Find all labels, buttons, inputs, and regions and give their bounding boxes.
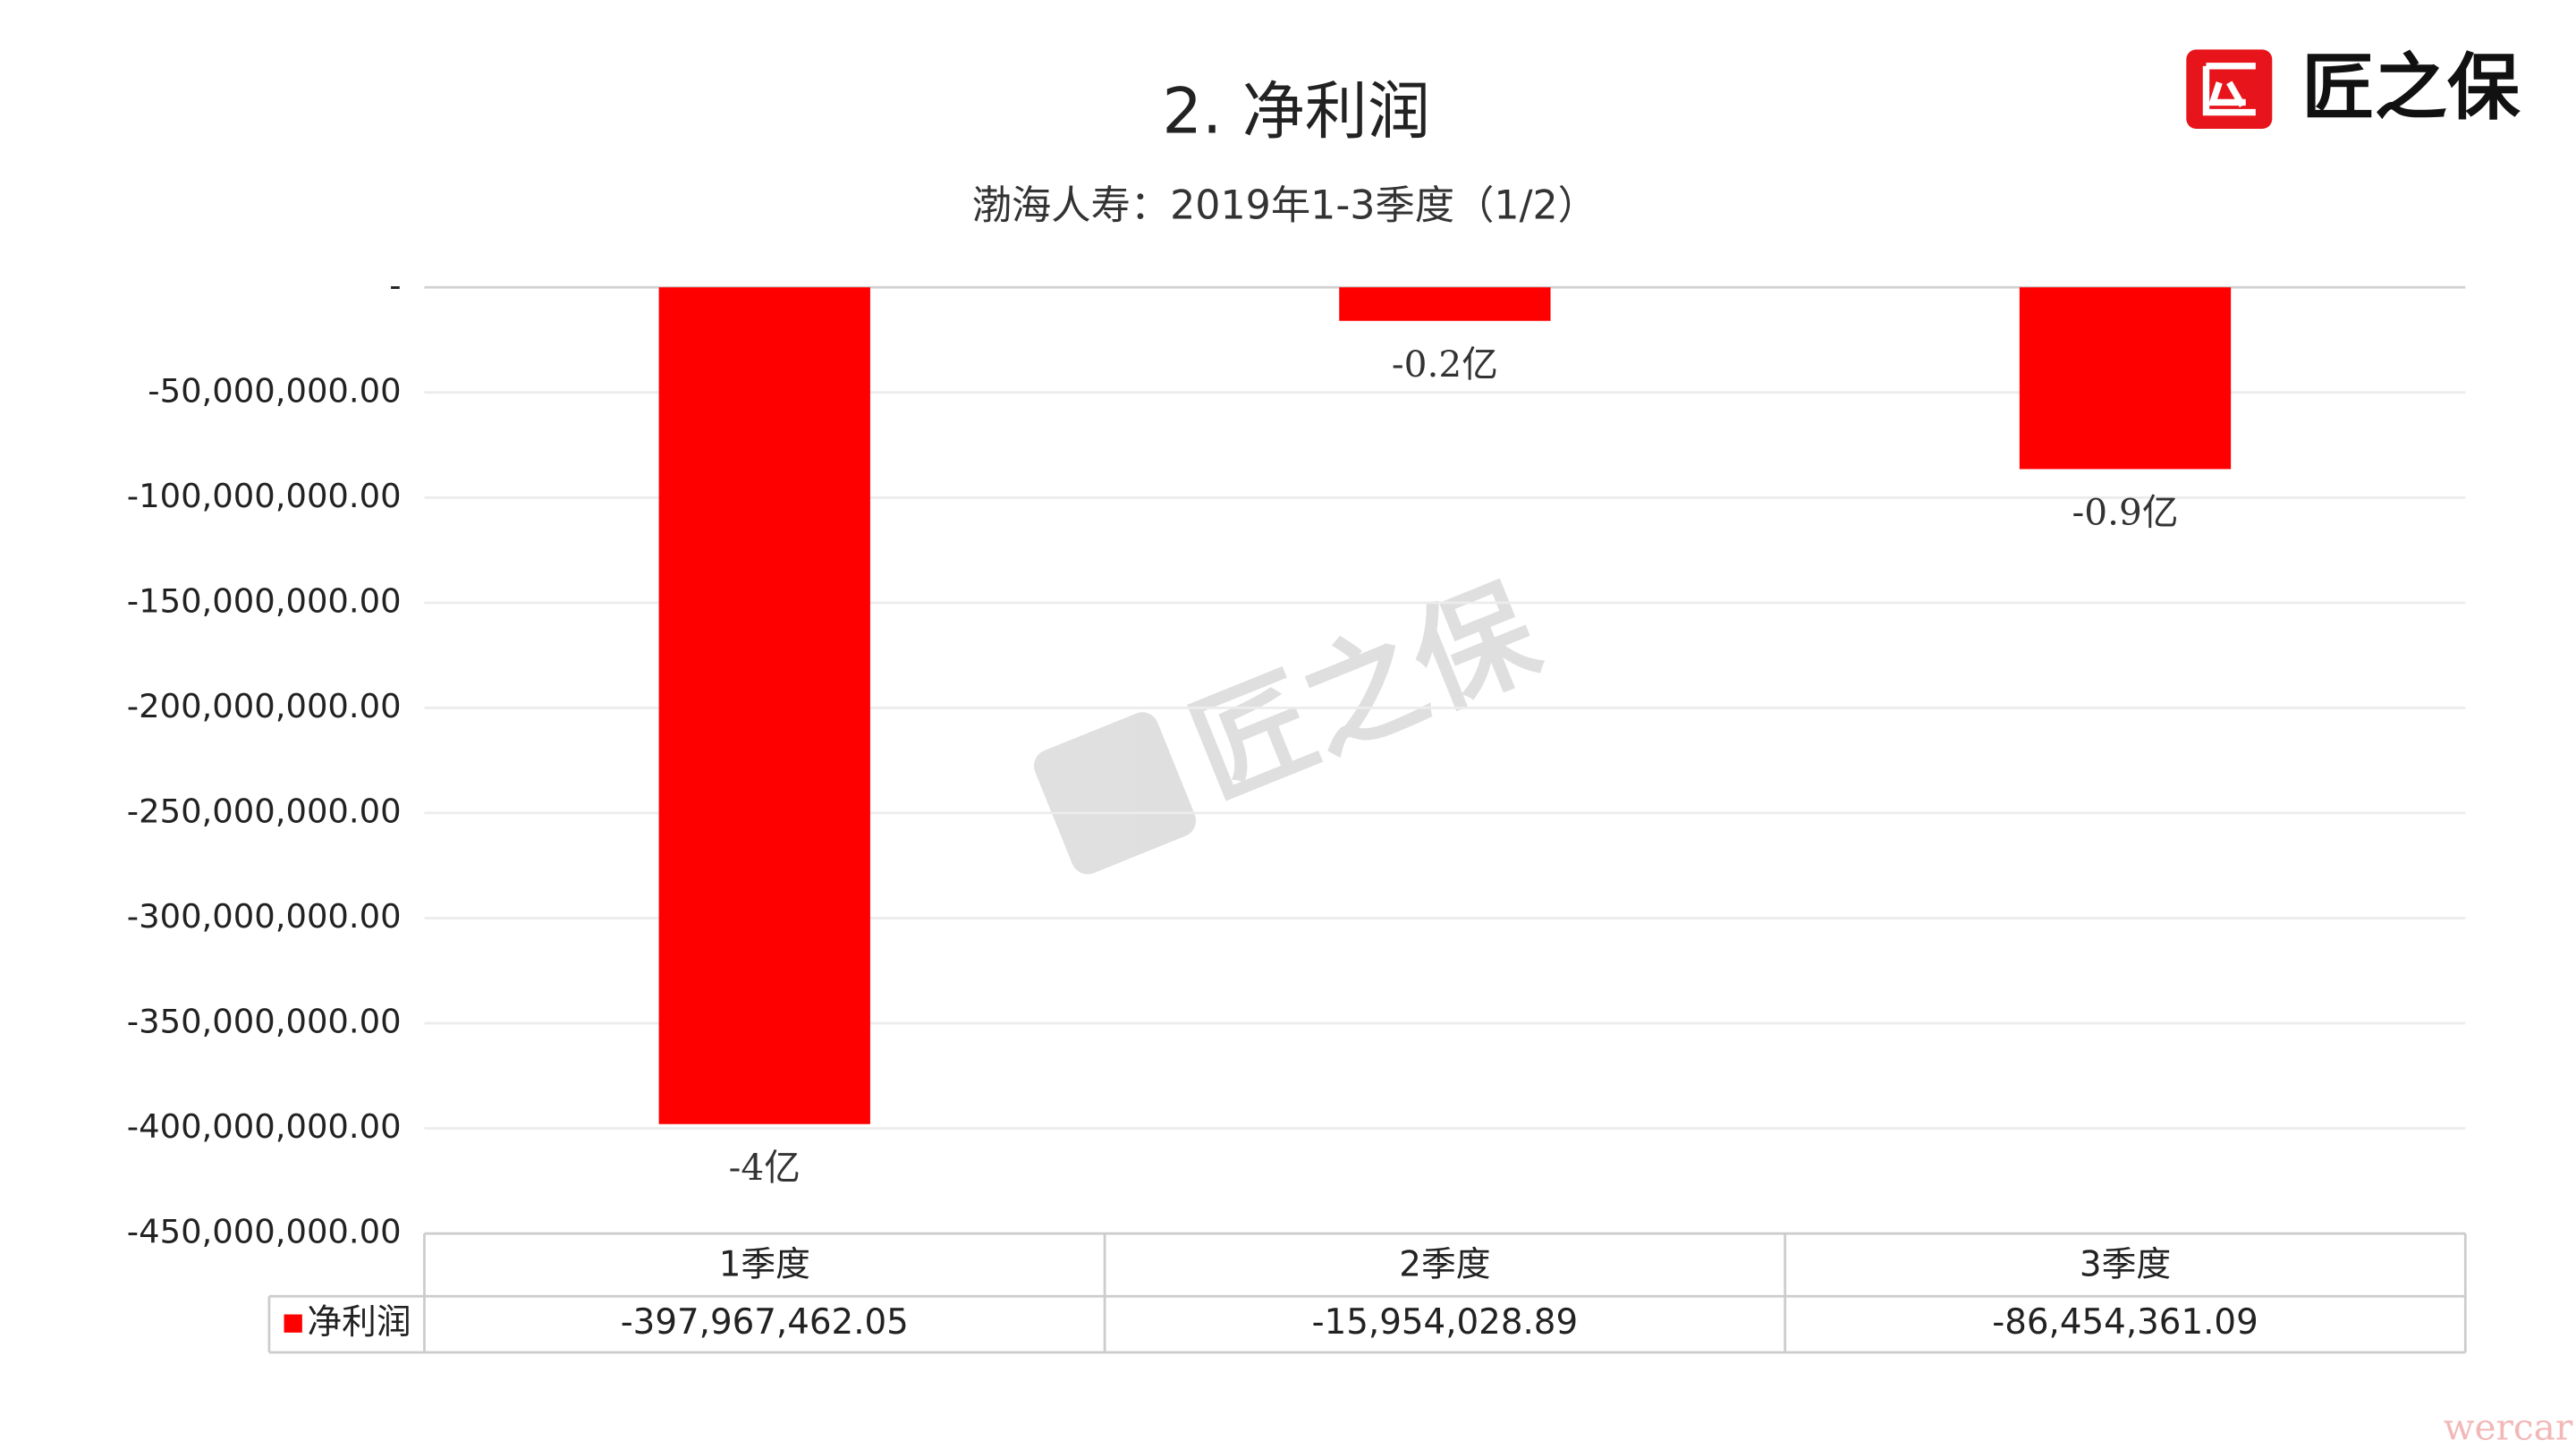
- data-label: -0.2亿: [1392, 343, 1498, 386]
- logo-glyph: [2202, 63, 2256, 116]
- legend-swatch: [284, 1314, 302, 1333]
- y-tick-label: -200,000,000.00: [127, 687, 402, 725]
- x-tick-label: 2季度: [1399, 1245, 1490, 1285]
- y-tick-label: -450,000,000.00: [127, 1213, 402, 1251]
- corner-watermark: wercar: [2444, 1405, 2573, 1448]
- logo-text: 匠之保: [2302, 47, 2521, 131]
- bar: [2019, 287, 2232, 470]
- y-tick-label: -400,000,000.00: [127, 1107, 402, 1146]
- data-label: -0.9亿: [2072, 491, 2179, 534]
- bar: [658, 287, 870, 1124]
- x-tick-label: 3季度: [2080, 1245, 2171, 1285]
- table-value: -15,954,028.89: [1312, 1302, 1578, 1343]
- table-value: -397,967,462.05: [621, 1302, 909, 1343]
- bar: [1339, 287, 1551, 321]
- chart-subtitle: 渤海人寿：2019年1-3季度（1/2）: [972, 183, 1597, 229]
- y-tick-label: -100,000,000.00: [127, 477, 402, 515]
- y-tick-label: -50,000,000.00: [148, 371, 401, 410]
- legend-label: 净利润: [307, 1302, 411, 1343]
- logo: 匠之保: [2186, 47, 2521, 131]
- y-tick-label: -300,000,000.00: [127, 897, 402, 936]
- y-tick-label: -: [389, 267, 401, 305]
- x-tick-label: 1季度: [719, 1245, 810, 1285]
- y-tick-label: -250,000,000.00: [127, 792, 402, 830]
- y-tick-label: -350,000,000.00: [127, 1003, 402, 1041]
- chart-title: 2. 净利润: [1162, 74, 1430, 148]
- plot: - -50,000,000.00 -100,000,000.00 -150,000,0…: [127, 267, 2467, 1354]
- y-tick-label: -150,000,000.00: [127, 581, 402, 620]
- watermark-icon: [1033, 712, 1197, 875]
- table-value: -86,454,361.09: [1992, 1302, 2258, 1343]
- data-label: -4亿: [729, 1146, 801, 1189]
